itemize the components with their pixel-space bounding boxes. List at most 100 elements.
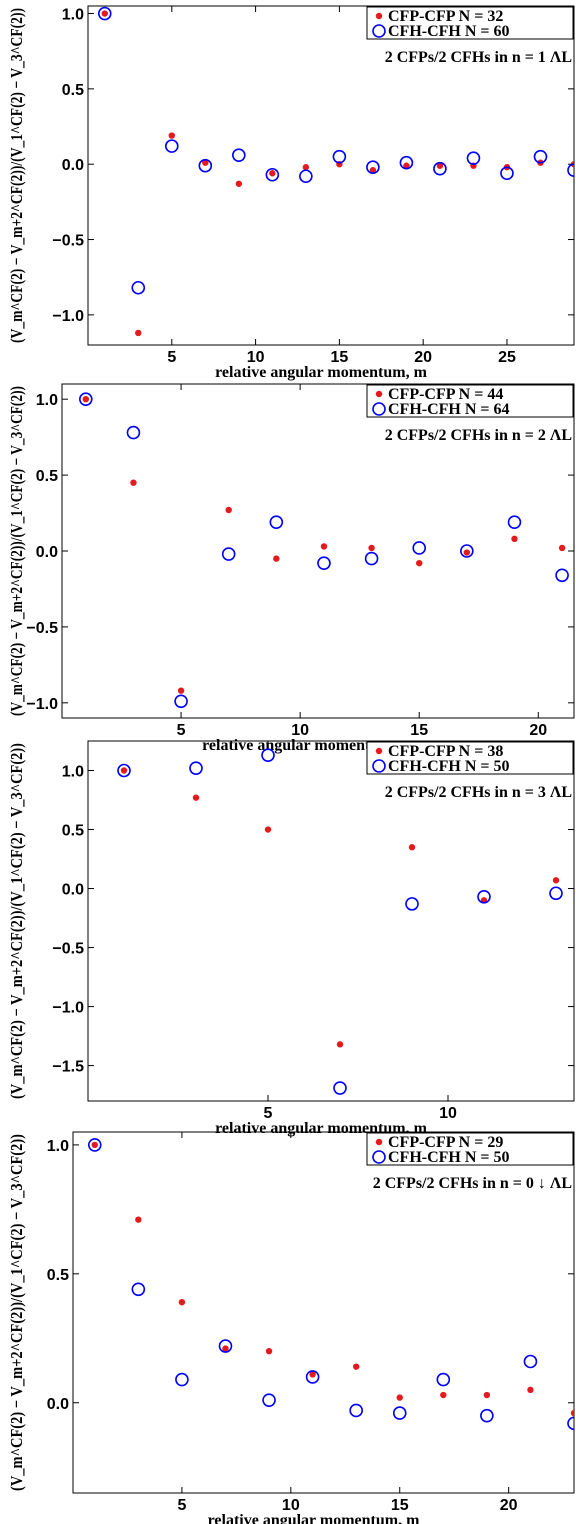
cfh-point (262, 1393, 276, 1407)
cfp-point (273, 555, 280, 562)
legend-label: CFH-CFH N = 50 (388, 758, 510, 775)
cfh-point (507, 515, 522, 529)
cfp-point (440, 1391, 447, 1399)
y-tick-label: −0.5 (52, 941, 84, 958)
cfp-point (135, 1216, 142, 1223)
cfp-point (192, 794, 200, 801)
cfp-point (225, 506, 232, 514)
cfh-point (218, 1339, 233, 1353)
cfh-point (399, 155, 414, 170)
cfp-point (91, 1141, 98, 1149)
annotation: 2 CFPs/2 CFHs in n = 2 ΛL (385, 427, 572, 444)
legend-box (366, 6, 574, 40)
cfh-point (198, 158, 213, 173)
y-axis-label: (V_m^CF(2) − V_m+2^CF(2))/(V_1^CF(2) − V… (7, 743, 26, 1099)
cfh-point (549, 886, 563, 901)
y-tick-label: 1.0 (62, 764, 84, 781)
cfp-point (202, 159, 209, 166)
y-axis-label: (V_m^CF(2) − V_m+2^CF(2))/(V_1^CF(2) − V… (7, 386, 26, 716)
cfh-point (364, 551, 379, 566)
y-tick-label: −1.0 (52, 1000, 84, 1017)
chart-panel-4: 5 10 15 20 1.0 0.5 0.0 relative angular momentu… (7, 1131, 575, 1524)
cfh-point (333, 1081, 347, 1095)
data-points (87, 1138, 574, 1431)
cfp-point (416, 559, 423, 567)
x-tick-label: 10 (291, 722, 309, 739)
cfp-point (511, 535, 518, 543)
cfh-point (261, 748, 275, 762)
data-points (117, 748, 563, 1095)
x-tick-label: 5 (177, 722, 186, 739)
y-axis-label: (V_m^CF(2) − V_m+2^CF(2))/(V_1^CF(2) − V… (7, 1134, 26, 1491)
legend-label: CFP-CFP N = 29 (388, 1134, 503, 1151)
cfp-point (120, 767, 128, 774)
cfh-point (189, 761, 203, 775)
cfh-point (405, 897, 419, 911)
cfp-point (336, 1041, 344, 1048)
legend-label: CFH-CFH N = 64 (388, 401, 510, 418)
cfh-point (392, 1406, 407, 1420)
cfp-point (130, 479, 137, 486)
x-tick-label: 10 (439, 1105, 457, 1122)
x-tick-label: 10 (247, 349, 265, 366)
x-tick-label: 25 (498, 349, 516, 366)
y-tick-label: −0.5 (52, 233, 84, 250)
y-axis-label: (V_m^CF(2) − V_m+2^CF(2))/(V_1^CF(2) − V… (7, 8, 26, 343)
cfh-point (523, 1354, 538, 1369)
y-tick-label: 1.0 (36, 392, 58, 409)
y-tick-label: −1.5 (52, 1059, 84, 1076)
cfh-point (97, 6, 112, 21)
legend-label: CFP-CFP N = 32 (388, 8, 503, 25)
legend-marker-cfp (375, 390, 383, 398)
cfh-point (436, 1372, 451, 1387)
data-points (79, 392, 569, 709)
cfp-point (369, 167, 377, 174)
legend-marker-cfh (372, 402, 386, 416)
cfh-point (533, 149, 548, 164)
cfp-point (552, 877, 560, 884)
cfp-point (135, 329, 142, 337)
cfp-point (269, 170, 276, 177)
x-axis-label: relative angular momentum, m (215, 364, 428, 381)
annotation: 2 CFPs/2 CFHs in n = 3 ΛL (385, 784, 572, 801)
cfp-point (235, 180, 243, 187)
legend-marker-cfp (375, 1138, 383, 1146)
legend-box (366, 1132, 574, 1166)
cfh-point (174, 694, 188, 709)
cfh-point (131, 1282, 146, 1297)
x-tick-label: 5 (264, 1105, 273, 1122)
cfp-point (408, 844, 416, 851)
cfp-point (396, 1394, 403, 1401)
cfh-point (175, 1372, 189, 1387)
legend-box (366, 384, 574, 418)
cfh-point (555, 568, 569, 583)
cfp-point (463, 549, 471, 556)
cfh-point (117, 763, 131, 778)
legend-label: CFH-CFH N = 50 (388, 1149, 510, 1166)
cfh-point (317, 556, 331, 570)
cfp-point (178, 1298, 186, 1306)
cfh-point (366, 160, 380, 175)
x-tick-label: 5 (167, 349, 176, 366)
y-tick-label: 0.5 (47, 1267, 69, 1284)
cfh-point (466, 151, 481, 165)
y-tick-label: −0.5 (26, 620, 58, 637)
cfp-point (222, 1345, 229, 1352)
y-tick-label: 0.5 (62, 82, 84, 99)
x-tick-label: 20 (414, 349, 432, 366)
legend-marker-cfp (375, 747, 383, 755)
cfp-point (483, 1391, 491, 1399)
cfp-point (264, 826, 272, 833)
cfp-point (309, 1371, 316, 1378)
cfh-point (131, 280, 146, 295)
y-tick-label: −1.0 (52, 308, 84, 325)
cfh-point (477, 890, 491, 904)
legend-marker-cfh (372, 1150, 386, 1164)
cfh-point (126, 425, 141, 440)
y-tick-label: 0.0 (47, 1396, 69, 1413)
y-tick-label: 0.0 (36, 544, 58, 561)
cfh-point (305, 1370, 320, 1384)
